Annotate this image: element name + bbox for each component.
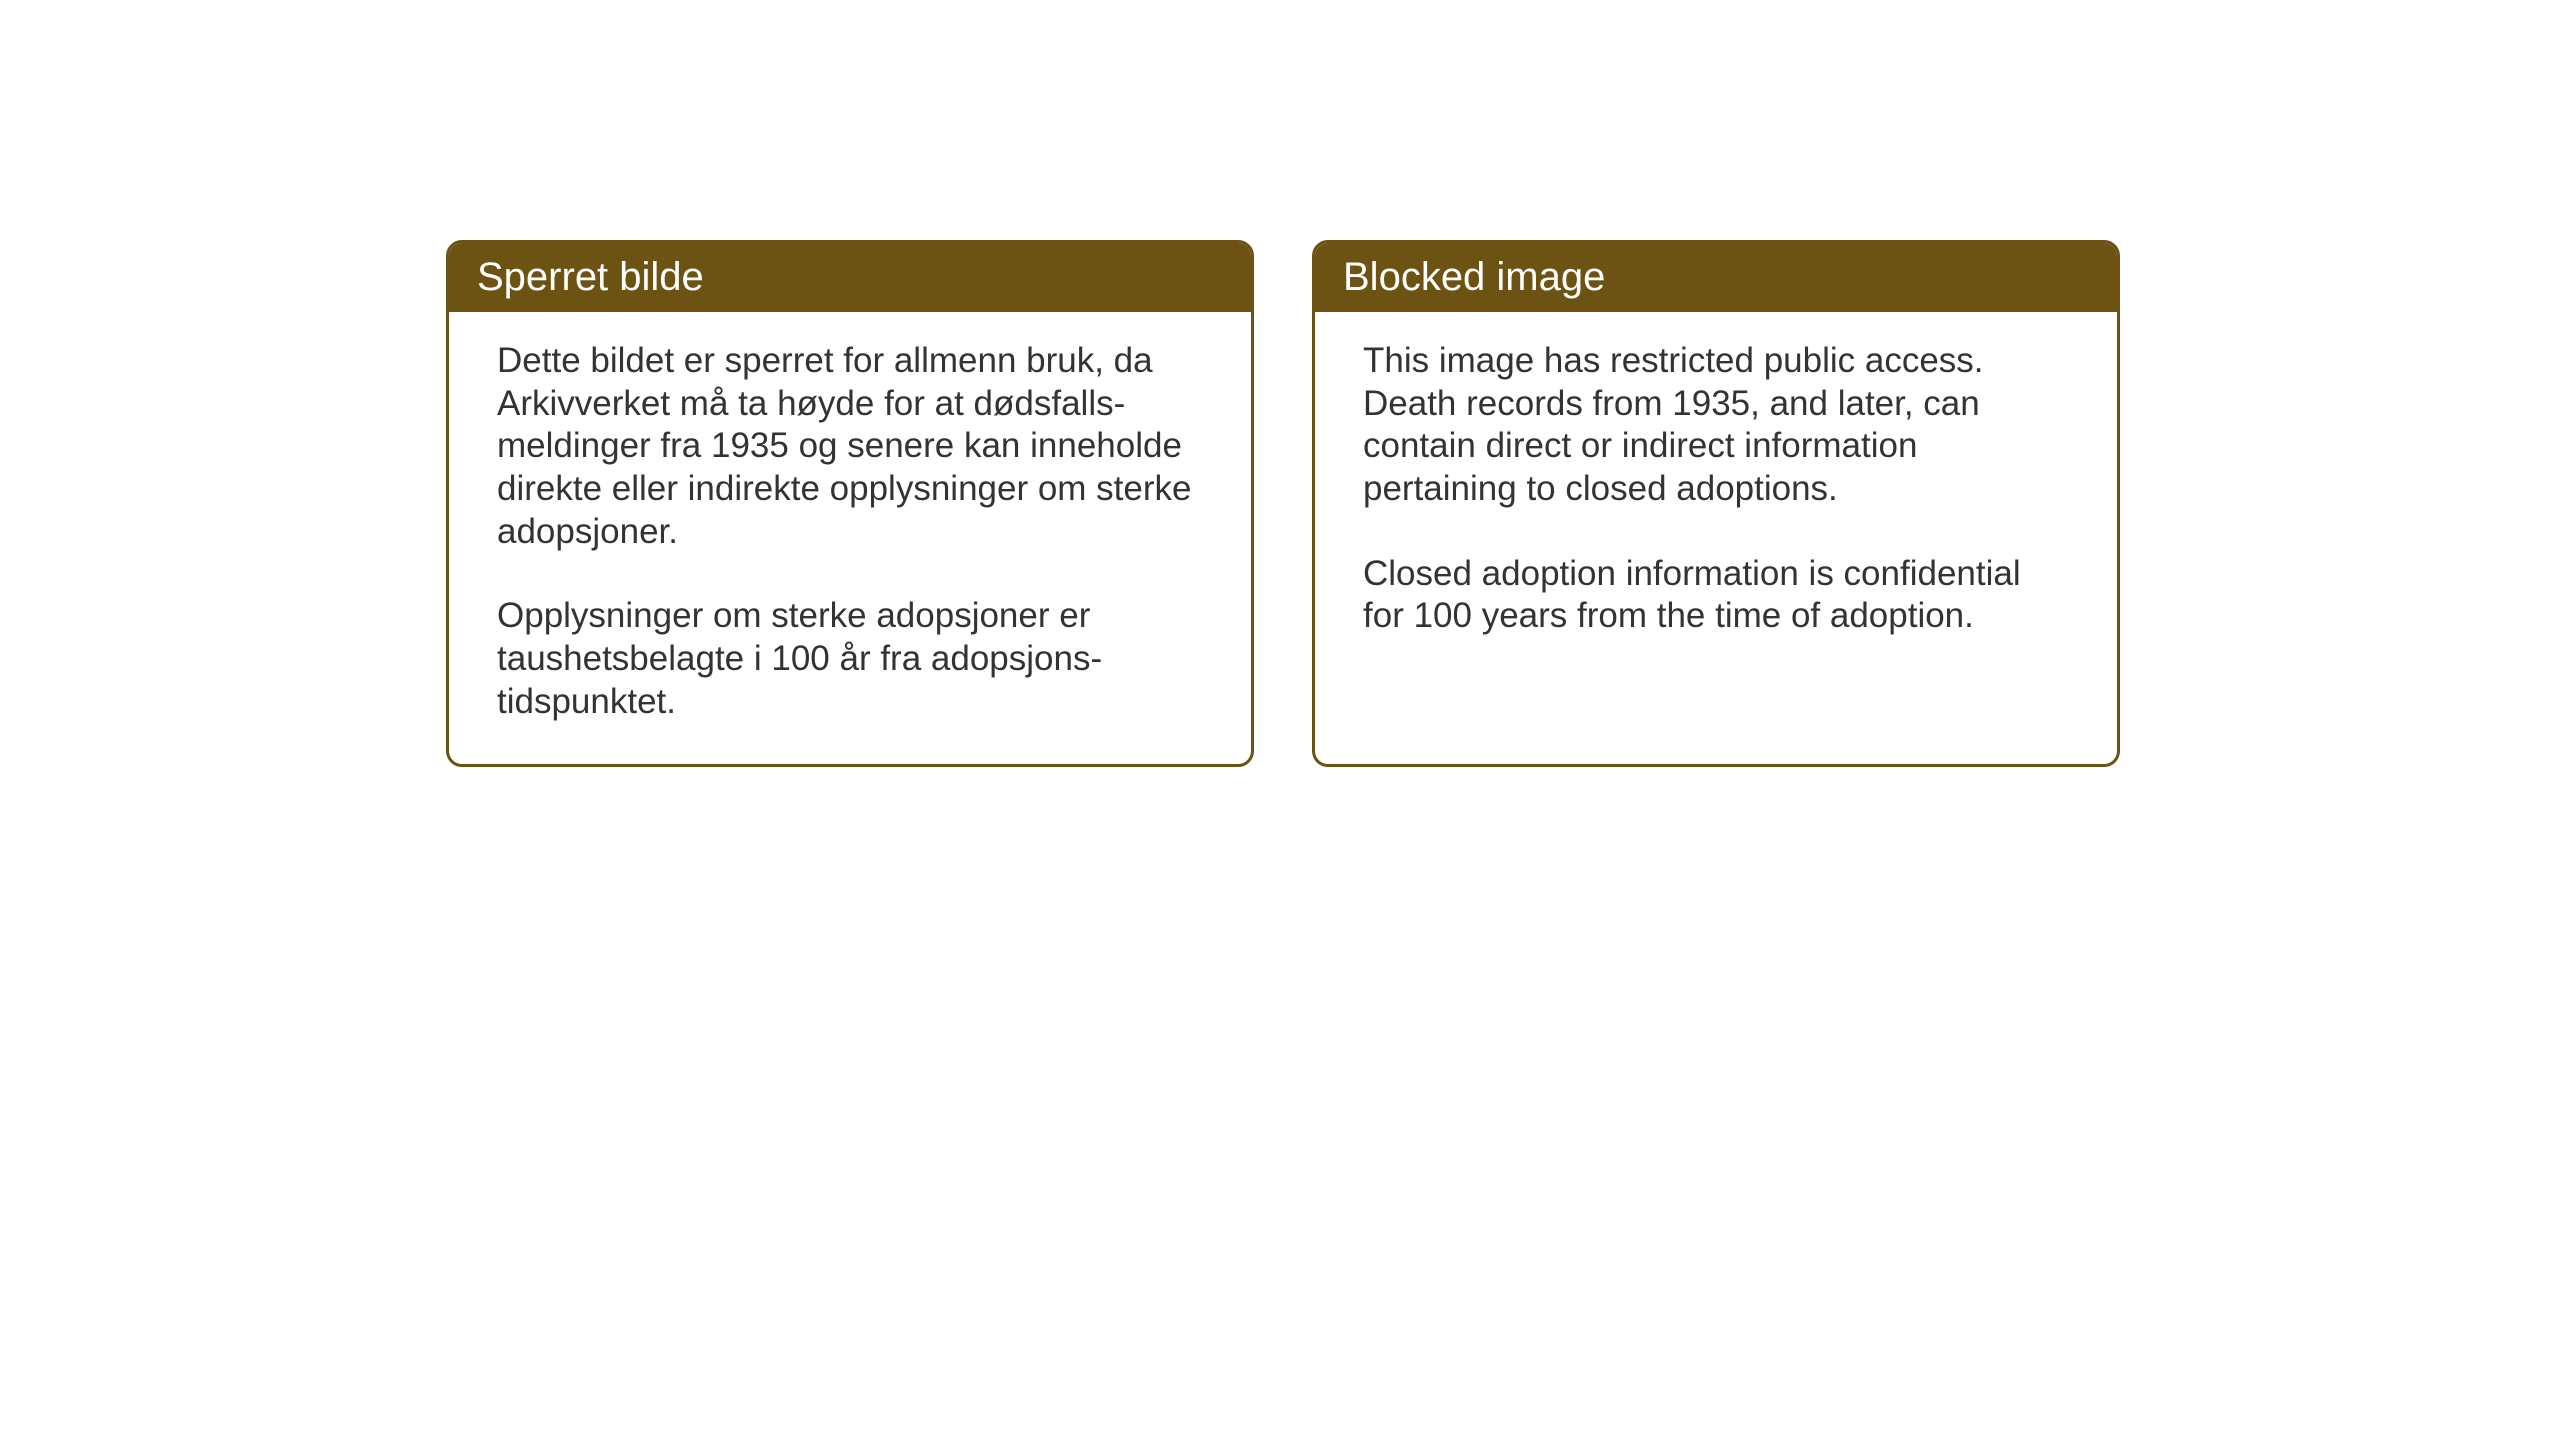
card-paragraph-english-2: Closed adoption information is confident…: [1363, 553, 2069, 638]
card-paragraph-norwegian-1: Dette bildet er sperret for allmenn bruk…: [497, 340, 1203, 553]
card-header-norwegian: Sperret bilde: [449, 243, 1251, 312]
card-paragraph-norwegian-2: Opplysninger om sterke adopsjoner er tau…: [497, 595, 1203, 723]
notice-card-norwegian: Sperret bilde Dette bildet er sperret fo…: [446, 240, 1254, 767]
notice-cards-container: Sperret bilde Dette bildet er sperret fo…: [446, 240, 2120, 767]
card-header-english: Blocked image: [1315, 243, 2117, 312]
card-body-norwegian: Dette bildet er sperret for allmenn bruk…: [449, 312, 1251, 764]
card-body-english: This image has restricted public access.…: [1315, 312, 2117, 752]
card-title-norwegian: Sperret bilde: [477, 255, 704, 299]
notice-card-english: Blocked image This image has restricted …: [1312, 240, 2120, 767]
card-paragraph-english-1: This image has restricted public access.…: [1363, 340, 2069, 511]
card-title-english: Blocked image: [1343, 255, 1605, 299]
